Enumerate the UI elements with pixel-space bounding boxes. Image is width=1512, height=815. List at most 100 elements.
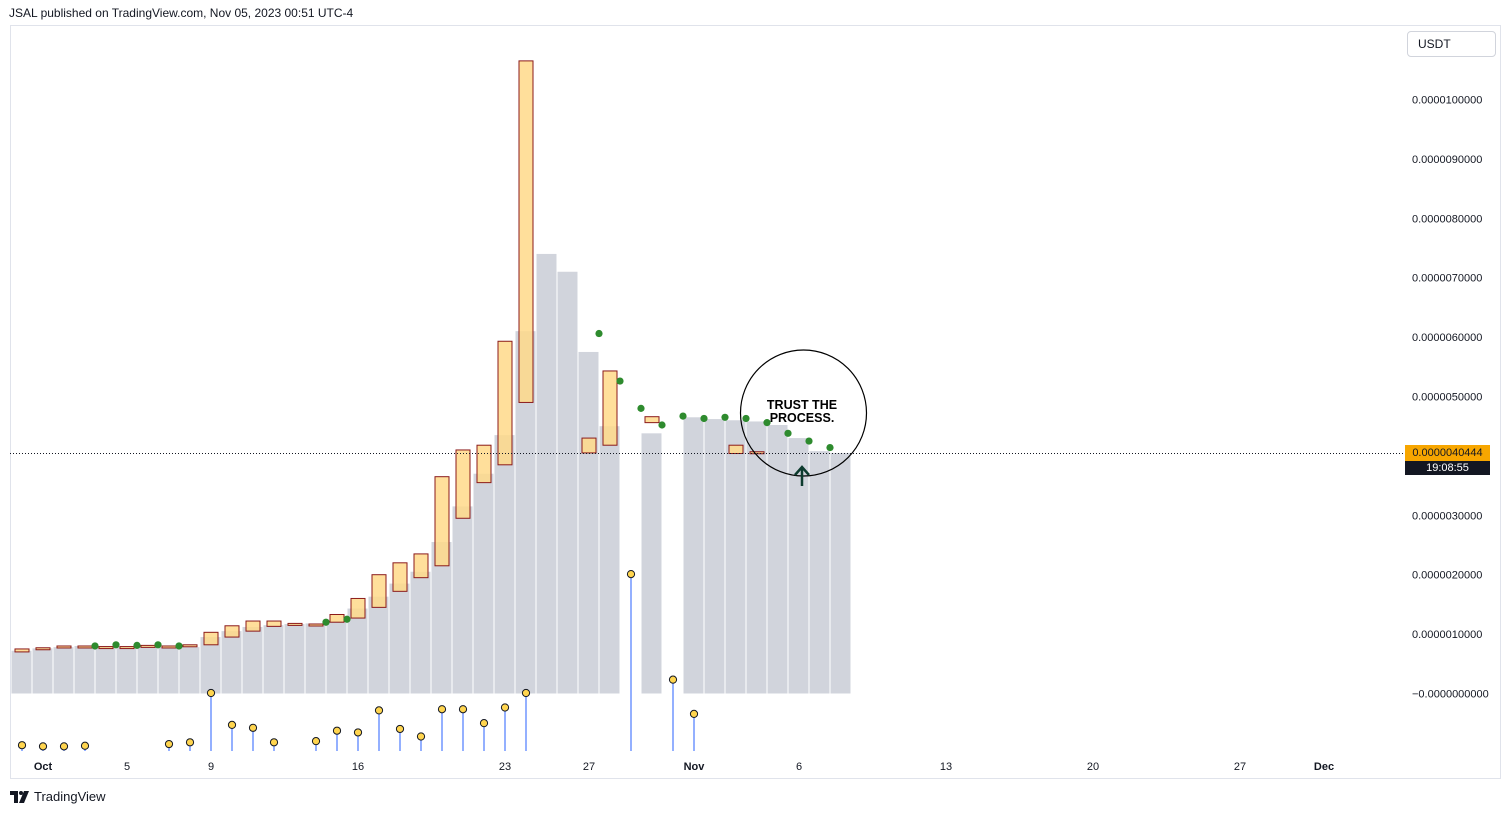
oscillator-head [185, 738, 195, 747]
candle [14, 648, 30, 653]
signal-dot [679, 412, 687, 420]
time-axis-label: 6 [796, 761, 802, 773]
price-axis-label: 0.0000060000 [1412, 332, 1482, 344]
candle [644, 416, 660, 424]
time-axis-label: 16 [352, 761, 364, 773]
price-axis-label: 0.0000100000 [1412, 95, 1482, 107]
volume-bar [242, 626, 263, 694]
oscillator-head [437, 705, 447, 714]
dots-layer [91, 329, 834, 650]
brand-name: TradingView [34, 789, 106, 804]
candle [119, 646, 135, 650]
tradingview-logo-icon [10, 790, 29, 803]
candle [182, 644, 198, 648]
time-axis-label: Oct [34, 761, 53, 773]
oscillator-head [269, 738, 279, 747]
chart-publish-header: JSAL published on TradingView.com, Nov 0… [9, 6, 354, 20]
oscillator-head [521, 688, 531, 698]
signal-dot [784, 429, 792, 437]
time-axis-label: 9 [208, 761, 214, 773]
oscillator-head [626, 570, 636, 579]
time-axis-label: Nov [684, 761, 706, 773]
volume-bar [263, 625, 284, 694]
volume-bar [389, 583, 410, 694]
candle [602, 370, 618, 446]
price-axis: 0.0000100000 0.0000090000 0.0000080000 0.00… [1412, 95, 1489, 701]
price-axis-label: 0.0000070000 [1412, 273, 1482, 285]
annotation-line-2: PROCESS. [769, 411, 835, 425]
up-arrow-icon [794, 465, 810, 486]
candle [308, 623, 324, 627]
price-axis-label: 0.0000030000 [1412, 510, 1482, 522]
volume-bar [557, 271, 578, 694]
signal-dot [742, 414, 750, 423]
signal-dot [700, 414, 708, 423]
oscillator-head [59, 742, 69, 751]
candle [287, 622, 303, 626]
oscillator-head [332, 726, 342, 735]
signal-dot [154, 641, 162, 649]
volume-bar [116, 646, 137, 694]
annotation-circle [739, 349, 868, 477]
oscillator-head [353, 728, 363, 737]
candle-countdown: 19:08:55 [1405, 461, 1490, 475]
signal-dot [343, 615, 351, 623]
volume-bar [410, 571, 431, 694]
oscillator-head [227, 720, 237, 730]
oscillator-head [479, 719, 489, 728]
candle [161, 645, 177, 649]
candle [35, 647, 51, 651]
signal-dot [595, 329, 603, 338]
volume-bar [11, 650, 32, 694]
candle [56, 645, 72, 649]
chart-frame [10, 25, 1501, 779]
volume-bar [158, 647, 179, 694]
volume-bar [200, 637, 221, 694]
volume-bar [74, 645, 95, 694]
currency-selector[interactable]: USDT [1407, 31, 1496, 57]
volume-bar [536, 253, 557, 694]
volume-bar [494, 435, 515, 694]
volume-bar [725, 420, 746, 694]
volume-bar [431, 542, 452, 694]
time-axis-label: 20 [1087, 761, 1099, 773]
candle [245, 620, 261, 632]
price-axis-label: 0.0000020000 [1412, 570, 1482, 582]
signal-dot [721, 413, 729, 421]
volume-bar [683, 417, 704, 694]
oscillator-head [668, 675, 678, 684]
candle [224, 625, 240, 638]
volume-bar [767, 425, 788, 694]
signal-dot [322, 618, 330, 626]
candle [98, 646, 114, 650]
oscillator-head [17, 741, 27, 750]
price-axis-label: 0.0000010000 [1412, 629, 1482, 641]
oscillator-layer [17, 570, 699, 751]
oscillator-head [80, 741, 90, 750]
candle [497, 340, 513, 466]
volume-bar [221, 631, 242, 694]
volume-bar [326, 621, 347, 694]
candle [350, 597, 366, 619]
time-axis-label: 23 [499, 761, 511, 773]
volume-bar [641, 433, 662, 694]
price-axis-label: 0.0000080000 [1412, 213, 1482, 225]
signal-dot [826, 443, 834, 452]
tradingview-brand[interactable]: TradingView [10, 789, 106, 804]
oscillator-head [38, 742, 48, 751]
candle [476, 444, 492, 484]
oscillator-head [395, 724, 405, 734]
volume-bar [788, 438, 809, 694]
candle [518, 60, 534, 403]
volume-bar [473, 473, 494, 694]
candle [266, 620, 282, 627]
volume-bar [578, 351, 599, 694]
time-axis-label: 27 [1234, 761, 1246, 773]
signal-dot [616, 377, 624, 385]
volume-bar [32, 648, 53, 694]
candles-layer [14, 60, 765, 653]
volume-bar [830, 452, 851, 694]
signal-dot [658, 421, 666, 429]
volume-bar [809, 451, 830, 694]
